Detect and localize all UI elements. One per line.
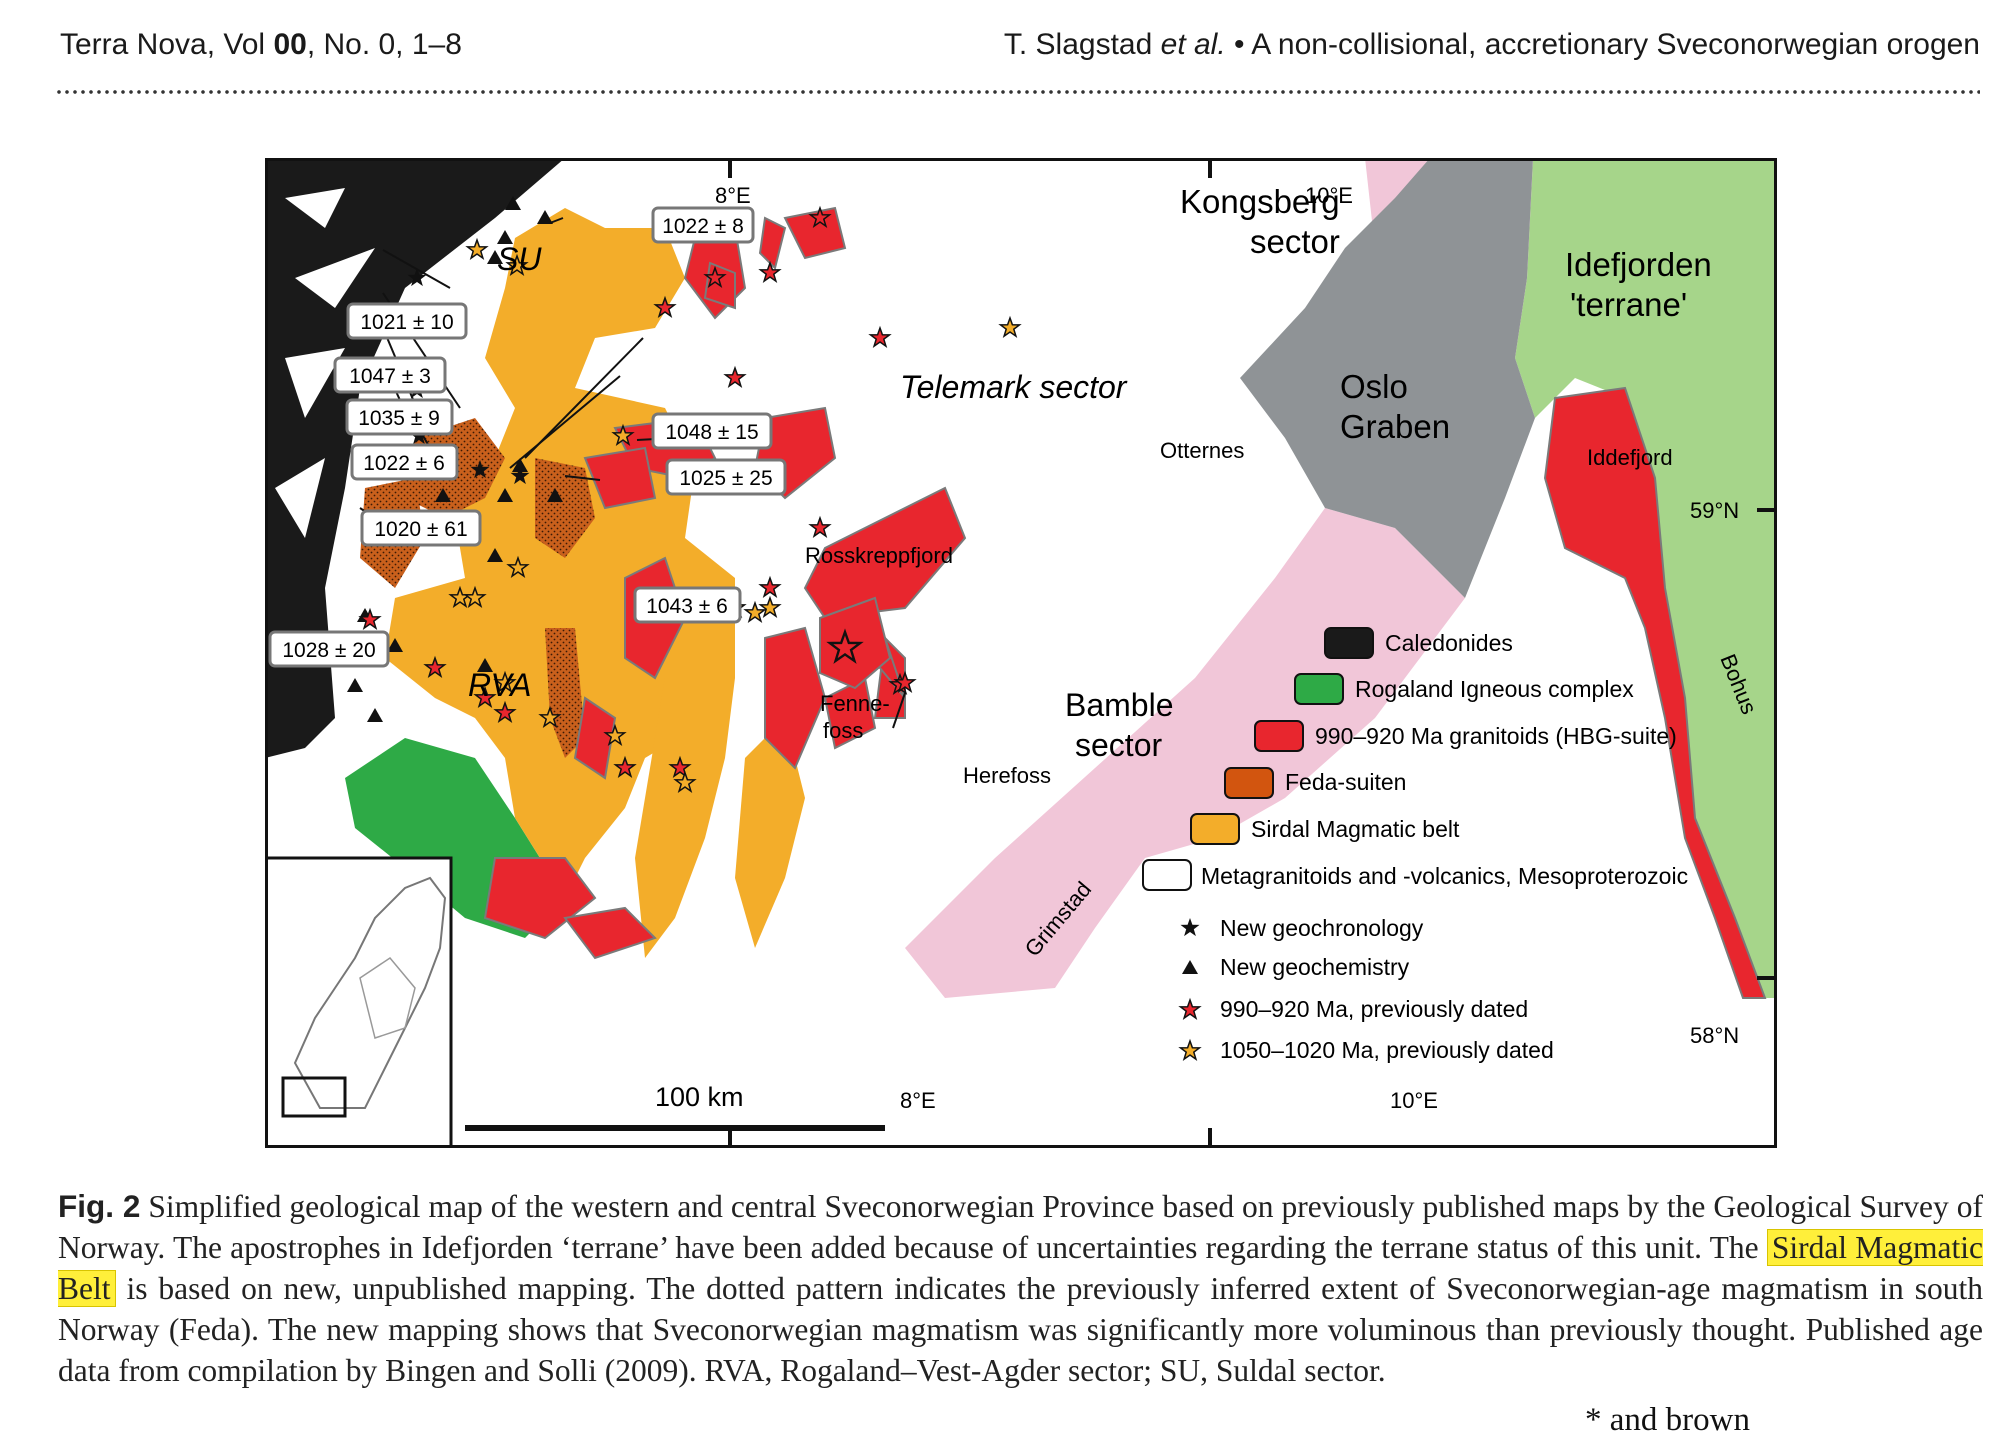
label-su: SU: [497, 241, 542, 277]
iddefjord-bohus-granite: [1543, 386, 1767, 999]
legend-label-feda: Feda-suiten: [1285, 769, 1406, 795]
map-frame: [265, 158, 1777, 1148]
figure-caption: Fig. 2 Simplified geological map of the w…: [58, 1186, 1983, 1391]
label-idefjorden-terrane: 'terrane': [1570, 286, 1687, 323]
scale-bar-label: 100 km: [655, 1082, 744, 1112]
label-8e-top: 8°E: [715, 183, 751, 208]
svg-text:1022 ± 6: 1022 ± 6: [363, 452, 445, 475]
age-box: 1025 ± 25: [665, 458, 787, 496]
age-box: 1022 ± 6: [350, 443, 459, 481]
legend-swatch-metagranitoids: [1142, 859, 1192, 891]
label-8e-bottom: 8°E: [900, 1088, 936, 1113]
age-box: 1048 ± 15: [651, 412, 773, 450]
label-fennefoss-2: foss: [823, 718, 863, 743]
legend-label-sirdal: Sirdal Magmatic belt: [1251, 816, 1460, 842]
age-box: 1022 ± 8: [651, 206, 755, 244]
legend-swatch-rogaland: [1294, 673, 1344, 705]
svg-text:1028 ± 20: 1028 ± 20: [282, 639, 375, 662]
authors: T. Slagstad: [1003, 28, 1161, 61]
bullet-separator: •: [1234, 28, 1245, 61]
age-box: 1020 ± 61: [360, 509, 482, 547]
legend-label-new-geochemistry: New geochemistry: [1220, 954, 1410, 980]
grid-labels: 8°E 10°E 8°E 10°E 59°N 58°N 100 km: [655, 183, 1739, 1113]
legend-label-new-geochronology: New geochronology: [1220, 915, 1424, 941]
legend-label-metagranitoids: Metagranitoids and -volcanics, Mesoprote…: [1201, 863, 1688, 889]
region-labels: Kongsberg sector Idefjorden 'terrane' Os…: [468, 183, 1762, 763]
legend-label-caledonides: Caledonides: [1385, 630, 1513, 656]
label-oslo: Oslo: [1340, 368, 1408, 405]
dotted-rule: [55, 88, 1980, 96]
caledonides-fjords: [275, 188, 375, 538]
authors-etal: et al.: [1160, 28, 1226, 61]
svg-text:1022 ± 8: 1022 ± 8: [662, 215, 744, 238]
label-otternes: Otternes: [1160, 438, 1244, 463]
age-box: 1047 ± 3: [333, 356, 447, 394]
svg-text:1021 ± 10: 1021 ± 10: [360, 311, 453, 334]
running-head-title: T. Slagstad et al. • A non-collisional, …: [1004, 28, 1980, 62]
legend-label-orange-star: 1050–1020 Ma, previously dated: [1220, 1037, 1554, 1063]
label-telemark-sector: Telemark sector: [900, 369, 1128, 405]
label-bamble-sector: sector: [1075, 727, 1162, 763]
svg-text:1048 ± 15: 1048 ± 15: [665, 421, 758, 444]
legend-swatch-feda: [1224, 767, 1274, 799]
svg-text:1025 ± 25: 1025 ± 25: [679, 467, 772, 490]
caption-text-2: is based on new, unpublished mapping. Th…: [58, 1271, 1983, 1388]
label-10e-top: 10°E: [1305, 183, 1353, 208]
label-herefoss: Herefoss: [963, 763, 1051, 788]
label-idefjorden: Idefjorden: [1565, 246, 1712, 283]
label-graben: Graben: [1340, 408, 1450, 445]
age-boxes: 1022 ± 8 1021 ± 10 1047 ± 3 1035 ± 9 102…: [268, 206, 787, 668]
journal-suffix: , No. 0, 1–8: [306, 28, 462, 61]
age-box: 1035 ± 9: [345, 398, 454, 436]
short-title: A non-collisional, accretionary Sveconor…: [1251, 28, 1980, 61]
label-bamble: Bamble: [1065, 687, 1174, 723]
legend-black-triangle-icon: [1182, 960, 1198, 974]
label-59n: 59°N: [1690, 498, 1739, 523]
grimstad-marker: [892, 672, 916, 729]
caption-text-1: Simplified geological map of the western…: [58, 1189, 1983, 1265]
journal-volume: 00: [273, 28, 307, 61]
label-10e-bottom: 10°E: [1390, 1088, 1438, 1113]
feda-suite-central: [535, 458, 595, 558]
svg-text:1047 ± 3: 1047 ± 3: [349, 365, 431, 388]
age-box: 1043 ± 6: [633, 586, 742, 624]
running-head-journal: Terra Nova, Vol 00, No. 0, 1–8: [60, 28, 462, 62]
geological-map-figure: Caledonides Rogaland Igneous complex 990…: [265, 158, 1777, 1148]
caledonides-area: [265, 158, 565, 758]
legend-swatch-sirdal: [1190, 813, 1240, 845]
label-fennefoss-1: Fenne-: [820, 691, 890, 716]
legend-label-red-star: 990–920 Ma, previously dated: [1220, 996, 1528, 1022]
label-kongsberg-sector: sector: [1250, 223, 1340, 260]
sirdal-belt-strip: [735, 718, 805, 948]
legend-label-hbg: 990–920 Ma granitoids (HBG-suite): [1315, 723, 1677, 749]
handwritten-annotation: * and brown: [1585, 1402, 1750, 1438]
svg-text:1035 ± 9: 1035 ± 9: [358, 407, 440, 430]
figure-label: Fig. 2: [58, 1188, 141, 1224]
hbg-granitoids: [483, 206, 967, 960]
idefjorden-terrane: [1515, 158, 1777, 998]
label-rosskreppfjord: Rosskreppfjord: [805, 543, 953, 568]
legend-swatch-caledonides: [1324, 627, 1374, 659]
label-iddefjord: Iddefjord: [1587, 445, 1673, 470]
graticule-ticks: [728, 158, 1777, 1148]
age-box: 1021 ± 10: [346, 302, 468, 340]
label-rva: RVA: [468, 667, 531, 703]
map-legend: Caledonides Rogaland Igneous complex 990…: [1142, 627, 1688, 1063]
geochemistry-triangles: [347, 196, 563, 722]
legend-swatch-hbg: [1254, 720, 1304, 752]
label-58n: 58°N: [1690, 1023, 1739, 1048]
sirdal-belt-south: [635, 638, 735, 958]
inset-locator-map: [265, 856, 453, 1148]
journal-prefix: Terra Nova, Vol: [60, 28, 274, 61]
label-kongsberg: Kongsberg: [1180, 183, 1340, 220]
svg-text:1043 ± 6: 1043 ± 6: [646, 595, 728, 618]
svg-text:1020 ± 61: 1020 ± 61: [374, 518, 467, 541]
legend-label-rogaland: Rogaland Igneous complex: [1355, 676, 1634, 702]
herefoss-marker: [819, 596, 892, 690]
oslo-graben: [1240, 158, 1535, 598]
age-box: 1028 ± 20: [268, 630, 390, 668]
